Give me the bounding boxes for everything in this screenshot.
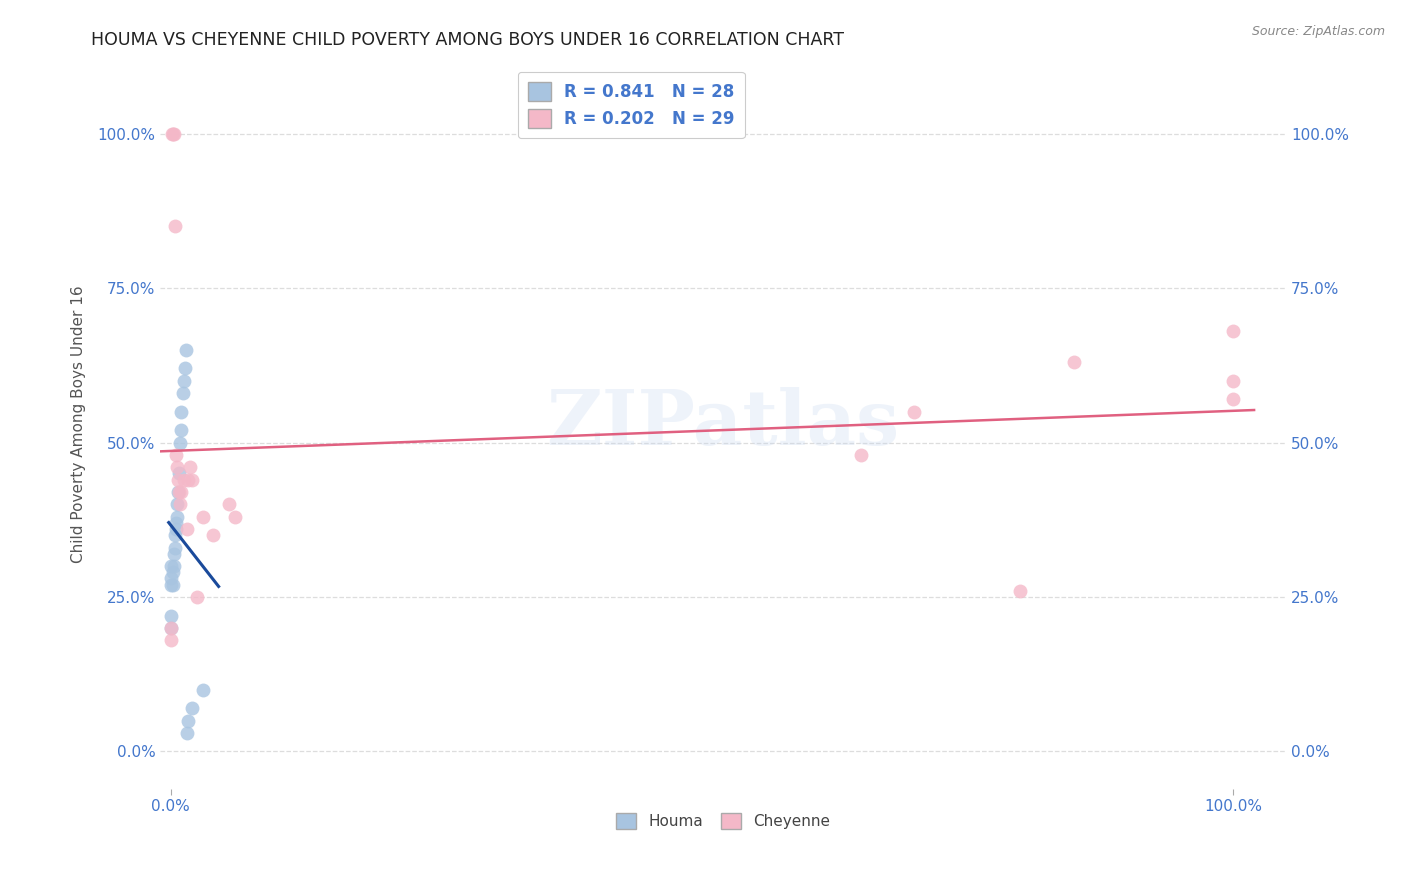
Point — [176, 726, 198, 740]
Point — [160, 621, 183, 635]
Point — [166, 509, 188, 524]
Point — [166, 497, 188, 511]
Point — [1222, 325, 1244, 339]
Point — [165, 516, 187, 530]
Point — [160, 559, 183, 574]
Point — [162, 577, 184, 591]
Point — [173, 473, 195, 487]
Point — [191, 682, 214, 697]
Point — [1222, 392, 1244, 407]
Point — [181, 473, 204, 487]
Point — [170, 405, 193, 419]
Point — [160, 633, 183, 648]
Point — [163, 547, 186, 561]
Point — [167, 485, 190, 500]
Point — [177, 714, 200, 728]
Point — [1010, 583, 1032, 598]
Point — [218, 497, 240, 511]
Point — [849, 448, 872, 462]
Point — [202, 528, 225, 542]
Point — [167, 473, 190, 487]
Point — [160, 577, 183, 591]
Point — [1063, 355, 1085, 369]
Point — [903, 405, 925, 419]
Point — [162, 566, 184, 580]
Point — [170, 485, 193, 500]
Point — [1222, 374, 1244, 388]
Point — [170, 423, 193, 437]
Point — [181, 701, 204, 715]
Text: ZIPatlas: ZIPatlas — [547, 387, 900, 461]
Point — [160, 608, 183, 623]
Point — [186, 590, 208, 604]
Point — [166, 460, 188, 475]
Point — [160, 127, 183, 141]
Point — [160, 621, 183, 635]
Point — [179, 460, 201, 475]
Text: Source: ZipAtlas.com: Source: ZipAtlas.com — [1251, 25, 1385, 38]
Point — [165, 522, 187, 536]
Point — [177, 473, 200, 487]
Point — [191, 509, 214, 524]
Text: HOUMA VS CHEYENNE CHILD POVERTY AMONG BOYS UNDER 16 CORRELATION CHART: HOUMA VS CHEYENNE CHILD POVERTY AMONG BO… — [91, 31, 845, 49]
Point — [176, 522, 198, 536]
Point — [173, 374, 195, 388]
Point — [163, 127, 186, 141]
Point — [165, 541, 187, 555]
Point — [162, 127, 184, 141]
Legend: Houma, Cheyenne: Houma, Cheyenne — [610, 806, 837, 836]
Point — [165, 448, 187, 462]
Point — [169, 485, 191, 500]
Point — [172, 386, 194, 401]
Point — [169, 435, 191, 450]
Point — [224, 509, 246, 524]
Point — [163, 559, 186, 574]
Point — [169, 497, 191, 511]
Point — [174, 343, 197, 357]
Point — [165, 219, 187, 234]
Point — [173, 361, 195, 376]
Y-axis label: Child Poverty Among Boys Under 16: Child Poverty Among Boys Under 16 — [72, 285, 86, 563]
Point — [165, 528, 187, 542]
Point — [169, 467, 191, 481]
Point — [160, 572, 183, 586]
